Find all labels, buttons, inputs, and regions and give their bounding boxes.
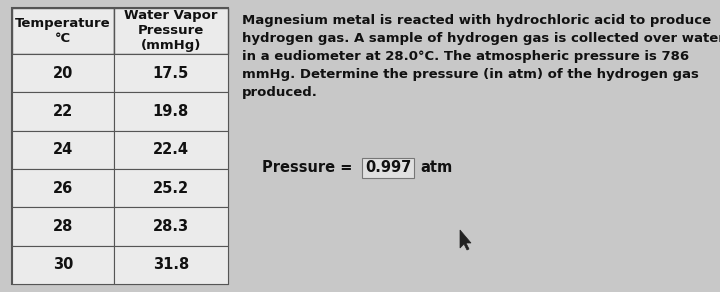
- Bar: [12, 8, 114, 54]
- Text: 22.4: 22.4: [153, 142, 189, 157]
- Text: Water Vapor
Pressure
(mmHg): Water Vapor Pressure (mmHg): [124, 10, 217, 53]
- Text: 25.2: 25.2: [153, 181, 189, 196]
- Text: Pressure =: Pressure =: [262, 161, 352, 175]
- Bar: [114, 207, 228, 246]
- Polygon shape: [460, 230, 471, 250]
- Bar: [12, 207, 114, 246]
- Text: 24: 24: [53, 142, 73, 157]
- Text: Temperature
°C: Temperature °C: [15, 17, 111, 45]
- Text: 28: 28: [53, 219, 73, 234]
- Bar: [114, 246, 228, 284]
- Bar: [362, 158, 414, 178]
- Bar: [114, 131, 228, 169]
- Text: 17.5: 17.5: [153, 66, 189, 81]
- Bar: [12, 8, 228, 284]
- Bar: [114, 8, 228, 54]
- Text: 20: 20: [53, 66, 73, 81]
- Bar: [12, 54, 114, 92]
- Bar: [114, 92, 228, 131]
- Text: 19.8: 19.8: [153, 104, 189, 119]
- Text: 22: 22: [53, 104, 73, 119]
- Text: Magnesium metal is reacted with hydrochloric acid to produce
hydrogen gas. A sam: Magnesium metal is reacted with hydrochl…: [242, 14, 720, 99]
- Text: 28.3: 28.3: [153, 219, 189, 234]
- Text: 0.997: 0.997: [365, 161, 411, 175]
- Text: 30: 30: [53, 257, 73, 272]
- Bar: [114, 54, 228, 92]
- Bar: [12, 131, 114, 169]
- Bar: [12, 246, 114, 284]
- Text: 26: 26: [53, 181, 73, 196]
- Bar: [12, 169, 114, 207]
- Text: 31.8: 31.8: [153, 257, 189, 272]
- Bar: [114, 169, 228, 207]
- Bar: [12, 92, 114, 131]
- Text: atm: atm: [420, 161, 452, 175]
